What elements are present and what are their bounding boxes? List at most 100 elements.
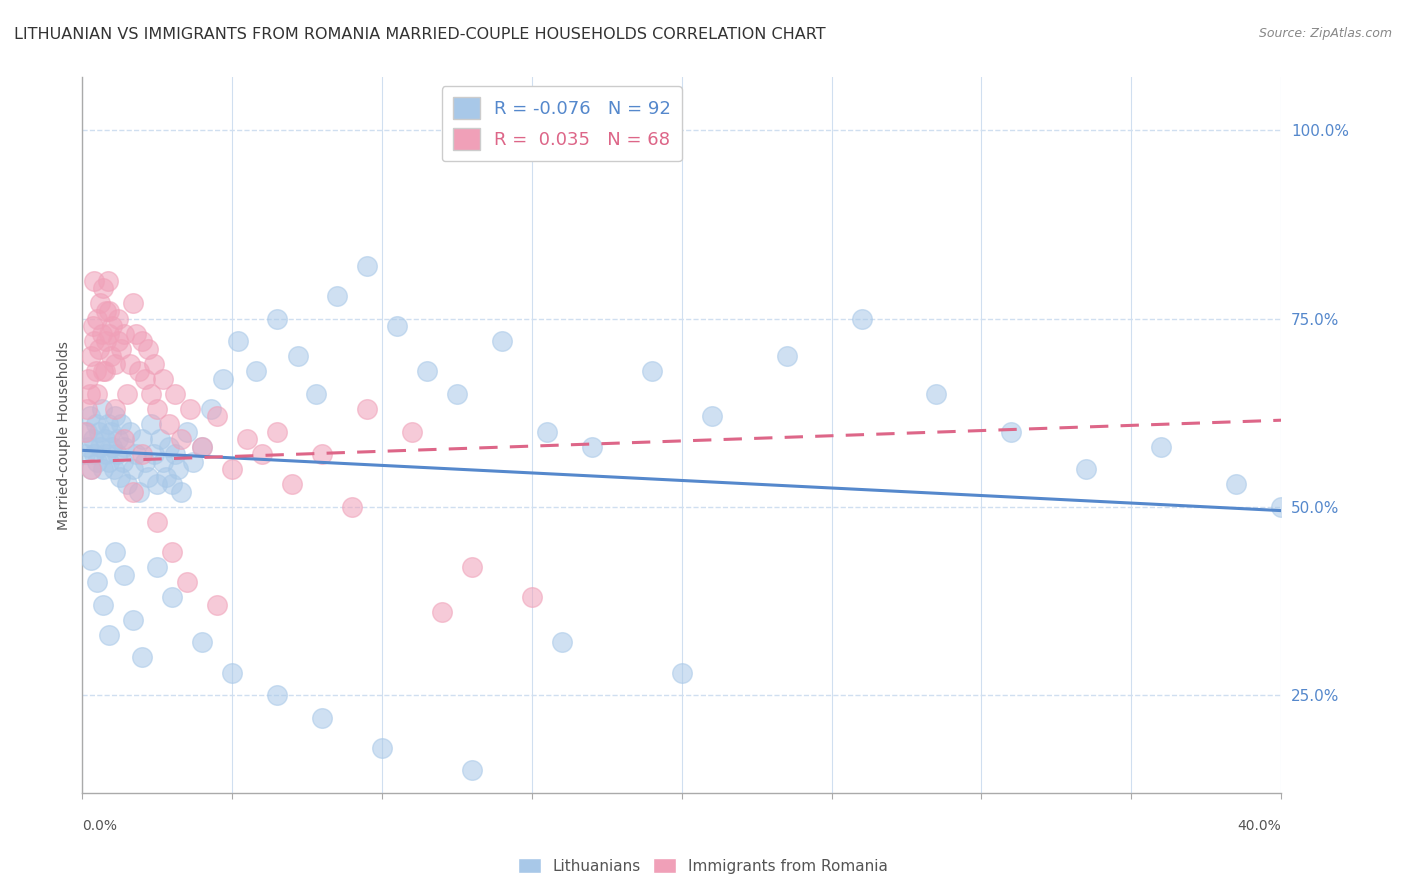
Point [1270,500,1292,514]
Legend: Lithuanians, Immigrants from Romania: Lithuanians, Immigrants from Romania [512,852,894,880]
Point [165,447,187,461]
Point [90,326,112,341]
Point [131,447,153,461]
Point [371,740,394,755]
Point [191,440,214,454]
Point [107,432,129,446]
Point [75,425,97,439]
Point [157,440,180,454]
Point [128,484,150,499]
Text: LITHUANIAN VS IMMIGRANTS FROM ROMANIA MARRIED-COUPLE HOUSEHOLDS CORRELATION CHAR: LITHUANIAN VS IMMIGRANTS FROM ROMANIA MA… [14,27,825,42]
Point [94,364,117,378]
Point [700,409,723,424]
Point [117,477,139,491]
Point [250,447,273,461]
Point [100,349,122,363]
Point [112,440,135,454]
Point [141,417,163,431]
Point [136,342,159,356]
Point [112,567,135,582]
Point [122,484,145,499]
Point [84,364,107,378]
Point [120,357,142,371]
Point [103,462,125,476]
Point [107,311,129,326]
Point [136,469,159,483]
Point [146,401,169,416]
Point [131,432,153,446]
Point [80,552,103,566]
Point [326,289,349,303]
Point [205,598,228,612]
Text: 40.0%: 40.0% [1237,820,1281,833]
Point [143,447,166,461]
Point [340,500,363,514]
Point [671,665,693,680]
Point [205,409,228,424]
Point [98,455,121,469]
Point [104,401,127,416]
Point [90,401,112,416]
Point [86,311,108,326]
Point [925,387,948,401]
Point [77,372,100,386]
Point [89,440,111,454]
Point [76,425,98,439]
Point [91,281,114,295]
Point [385,319,408,334]
Point [179,401,201,416]
Point [141,387,163,401]
Point [461,560,484,574]
Point [176,575,198,590]
Point [160,591,183,605]
Point [181,455,204,469]
Point [134,455,156,469]
Point [107,334,129,348]
Point [430,605,453,619]
Point [128,364,150,378]
Point [416,364,439,378]
Point [86,455,108,469]
Point [122,296,145,310]
Point [122,613,145,627]
Point [89,296,111,310]
Point [131,650,153,665]
Point [125,326,148,341]
Point [851,311,873,326]
Point [83,447,105,461]
Text: Source: ZipAtlas.com: Source: ZipAtlas.com [1258,27,1392,40]
Point [112,432,135,446]
Point [101,440,124,454]
Point [80,462,103,476]
Point [96,304,118,318]
Point [281,477,304,491]
Point [176,425,198,439]
Point [551,635,574,649]
Point [165,387,187,401]
Point [491,334,513,348]
Point [87,425,110,439]
Point [356,259,378,273]
Point [83,274,105,288]
Point [110,417,132,431]
Point [84,417,107,431]
Point [75,447,97,461]
Point [79,387,101,401]
Point [120,425,142,439]
Point [305,387,328,401]
Point [221,462,243,476]
Point [311,447,333,461]
Point [536,425,558,439]
Point [167,462,190,476]
Point [401,425,423,439]
Point [122,462,145,476]
Text: 0.0%: 0.0% [83,820,117,833]
Point [104,545,127,559]
Point [152,372,174,386]
Point [1225,477,1247,491]
Point [581,440,603,454]
Point [87,342,110,356]
Point [146,515,169,529]
Point [80,462,103,476]
Point [152,455,174,469]
